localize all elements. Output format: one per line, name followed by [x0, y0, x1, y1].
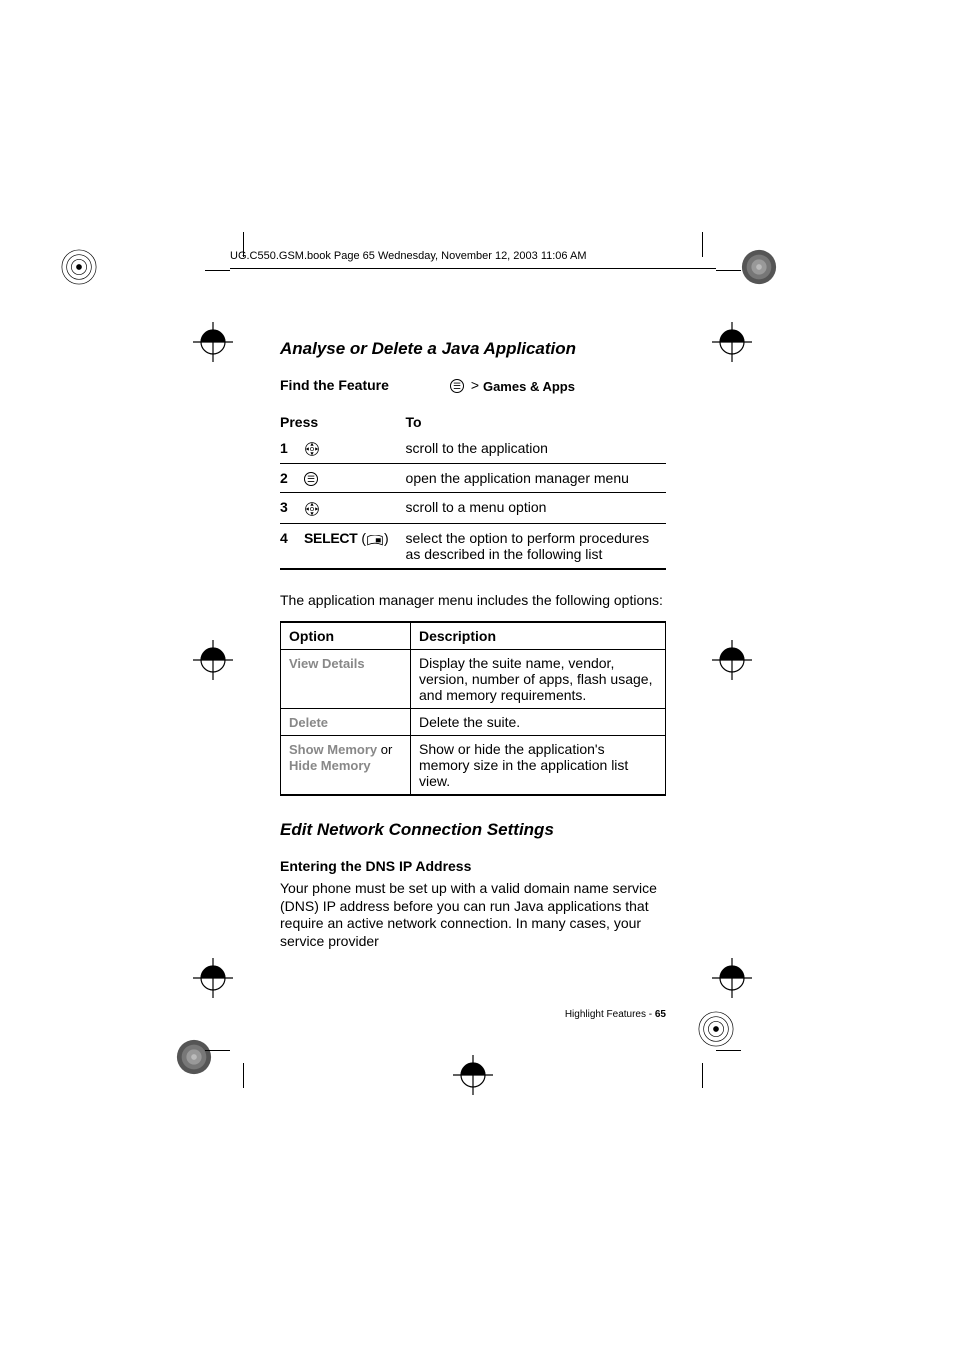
step-row: 3 scroll to a menu option: [280, 493, 666, 523]
option-description: Display the suite name, vendor, version,…: [411, 650, 666, 709]
options-header-option: Option: [281, 622, 411, 650]
crosshair-right-top: [712, 322, 752, 362]
page-content-frame: UG.C550.GSM.book Page 65 Wednesday, Nove…: [230, 250, 716, 1040]
step-press: SELECT ( ): [304, 523, 406, 569]
options-header-description: Description: [411, 622, 666, 650]
option-name: View Details: [289, 656, 365, 671]
crop-mark: [205, 1050, 230, 1051]
steps-header-to: To: [406, 410, 666, 434]
crop-mark: [716, 1050, 741, 1051]
option-row: Delete Delete the suite.: [281, 709, 666, 736]
nav-4way-icon: [304, 441, 320, 457]
step-press: ☰: [304, 464, 406, 493]
step-press: [304, 434, 406, 464]
menu-key-icon: ☰: [450, 379, 464, 393]
step-number: 1: [280, 434, 304, 464]
option-description: Show or hide the application's memory si…: [411, 736, 666, 796]
section-title-analyse: Analyse or Delete a Java Application: [280, 339, 666, 359]
para-app-manager: The application manager menu includes th…: [280, 592, 666, 610]
step-to: open the application manager menu: [406, 464, 666, 493]
find-target: Games & Apps: [483, 379, 575, 394]
step-press: [304, 493, 406, 523]
step-to: select the option to perform procedures …: [406, 523, 666, 569]
find-feature-value: ☰ > Games & Apps: [450, 377, 575, 394]
registration-mark-bottom-left: [175, 1038, 213, 1076]
steps-header-press: Press: [280, 410, 406, 434]
crop-mark: [716, 270, 741, 271]
right-softkey-icon: [366, 533, 384, 545]
step-number: 2: [280, 464, 304, 493]
option-or: or: [377, 742, 392, 757]
step-to: scroll to the application: [406, 434, 666, 464]
option-row: Show Memory or Hide Memory Show or hide …: [281, 736, 666, 796]
find-feature-label: Find the Feature: [280, 377, 450, 393]
section-title-network: Edit Network Connection Settings: [280, 820, 666, 840]
step-row: 1 scroll to the application: [280, 434, 666, 464]
crosshair-left-bottom: [193, 958, 233, 998]
crop-mark: [205, 270, 230, 271]
registration-mark-top-left: [60, 248, 98, 286]
select-label: SELECT: [304, 530, 357, 546]
registration-mark-top-right: [740, 248, 778, 286]
crosshair-right-bottom: [712, 958, 752, 998]
footer-page-number: 65: [655, 1009, 666, 1020]
option-row: View Details Display the suite name, ven…: [281, 650, 666, 709]
options-table: Option Description View Details Display …: [280, 621, 666, 796]
running-header: UG.C550.GSM.book Page 65 Wednesday, Nove…: [230, 250, 716, 262]
steps-table: Press To 1 scroll to the application 2 ☰…: [280, 410, 666, 570]
crosshair-left-mid: [193, 640, 233, 680]
crop-mark: [702, 1063, 703, 1088]
option-name: Hide Memory: [289, 758, 371, 773]
footer-text: Highlight Features -: [565, 1009, 655, 1020]
subsection-dns: Entering the DNS IP Address: [280, 858, 666, 874]
find-feature-row: Find the Feature ☰ > Games & Apps: [280, 377, 666, 394]
option-name: Show Memory: [289, 742, 377, 757]
page-footer: Highlight Features - 65: [565, 1009, 666, 1020]
option-name: Delete: [289, 715, 328, 730]
step-to: scroll to a menu option: [406, 493, 666, 523]
crosshair-bottom-center: [453, 1055, 493, 1095]
step-number: 3: [280, 493, 304, 523]
crop-mark: [243, 1063, 244, 1088]
nav-4way-icon: [304, 501, 320, 517]
find-arrow: >: [471, 377, 479, 393]
step-row: 4 SELECT ( ) select the option to perfor…: [280, 523, 666, 569]
crosshair-left-top: [193, 322, 233, 362]
header-rule: [230, 268, 716, 269]
para-dns-body: Your phone must be set up with a valid d…: [280, 880, 666, 950]
option-description: Delete the suite.: [411, 709, 666, 736]
menu-key-icon: ☰: [304, 472, 318, 486]
crosshair-right-mid: [712, 640, 752, 680]
step-number: 4: [280, 523, 304, 569]
step-row: 2 ☰ open the application manager menu: [280, 464, 666, 493]
